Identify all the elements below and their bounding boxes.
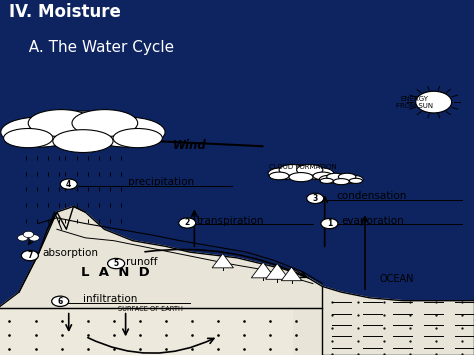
Text: 4: 4 — [66, 180, 72, 189]
Circle shape — [23, 231, 34, 237]
Text: L  A  N  D: L A N D — [81, 266, 149, 279]
Ellipse shape — [268, 168, 299, 180]
Text: Wind: Wind — [173, 139, 207, 152]
Ellipse shape — [1, 117, 77, 147]
Ellipse shape — [303, 168, 334, 180]
Ellipse shape — [89, 117, 165, 147]
Circle shape — [321, 218, 338, 229]
Circle shape — [21, 250, 38, 261]
Polygon shape — [0, 308, 322, 355]
Circle shape — [18, 235, 28, 241]
Text: evaporation: evaporation — [341, 215, 404, 225]
Text: ENERGY
FROM SUN: ENERGY FROM SUN — [396, 96, 433, 109]
Ellipse shape — [328, 174, 355, 183]
Circle shape — [416, 91, 452, 113]
Circle shape — [60, 179, 77, 189]
Ellipse shape — [53, 130, 113, 153]
Text: 5: 5 — [114, 259, 118, 268]
Text: OCEAN: OCEAN — [379, 274, 414, 284]
Ellipse shape — [343, 175, 363, 183]
Ellipse shape — [269, 172, 289, 180]
Text: transpiration: transpiration — [197, 215, 264, 225]
Polygon shape — [251, 262, 275, 278]
Text: condensation: condensation — [337, 191, 407, 201]
Ellipse shape — [320, 178, 333, 184]
Ellipse shape — [349, 178, 363, 184]
Polygon shape — [212, 253, 233, 268]
Text: IV. Moisture: IV. Moisture — [9, 4, 121, 21]
Ellipse shape — [72, 110, 137, 137]
Ellipse shape — [31, 111, 135, 147]
Ellipse shape — [279, 164, 305, 175]
Polygon shape — [0, 206, 322, 355]
Ellipse shape — [280, 165, 322, 180]
Ellipse shape — [327, 173, 344, 180]
Circle shape — [307, 193, 324, 203]
Ellipse shape — [333, 179, 349, 185]
Ellipse shape — [113, 129, 162, 148]
Ellipse shape — [319, 175, 340, 183]
Circle shape — [52, 296, 69, 306]
Text: A. The Water Cycle: A. The Water Cycle — [19, 40, 174, 55]
Polygon shape — [294, 269, 474, 355]
Text: 1: 1 — [327, 219, 332, 228]
Text: SURFACE OF EARTH: SURFACE OF EARTH — [118, 306, 183, 312]
Circle shape — [29, 235, 39, 241]
Circle shape — [179, 218, 196, 228]
Polygon shape — [281, 267, 302, 281]
Ellipse shape — [4, 129, 53, 148]
Text: 3: 3 — [312, 194, 318, 203]
Text: absorption: absorption — [43, 248, 99, 258]
Text: 7: 7 — [27, 251, 33, 260]
Ellipse shape — [338, 173, 356, 180]
Text: 6: 6 — [57, 297, 63, 306]
Ellipse shape — [28, 110, 94, 137]
Text: 2: 2 — [184, 218, 190, 228]
Text: infiltration: infiltration — [83, 294, 137, 304]
Ellipse shape — [313, 172, 333, 180]
Text: CLOUD FORMATION: CLOUD FORMATION — [269, 164, 337, 170]
Text: precipitation: precipitation — [128, 177, 194, 187]
Circle shape — [108, 258, 125, 269]
Ellipse shape — [297, 164, 323, 175]
Text: runoff: runoff — [126, 257, 157, 267]
Ellipse shape — [289, 173, 313, 182]
Polygon shape — [265, 263, 289, 279]
